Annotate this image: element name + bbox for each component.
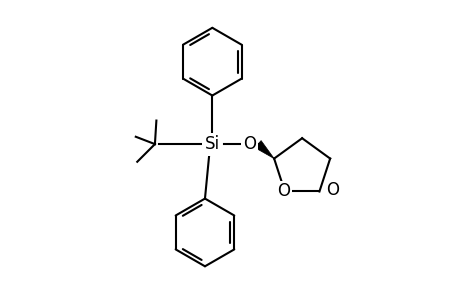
Text: Si: Si [204, 135, 219, 153]
Text: O: O [242, 135, 255, 153]
Polygon shape [254, 141, 274, 159]
Text: O: O [325, 181, 338, 199]
Text: O: O [276, 182, 289, 200]
